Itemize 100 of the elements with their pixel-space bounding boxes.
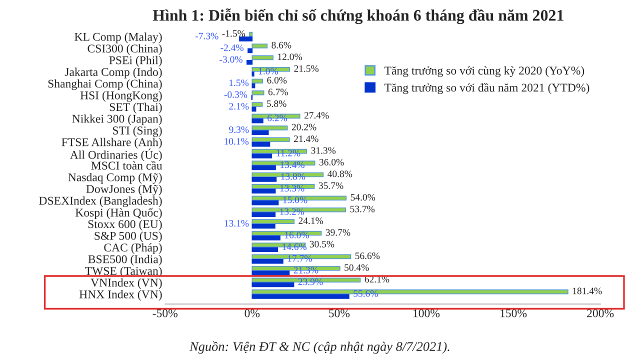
y-tick-label: SET (Thai) xyxy=(110,102,162,114)
data-label: 53.7% xyxy=(350,206,375,212)
data-label: 21.5% xyxy=(294,65,319,72)
data-label: 50.4% xyxy=(344,264,369,271)
y-tick-label: TWSE (Taiwan) xyxy=(85,266,162,278)
data-label: 40.8% xyxy=(328,170,352,178)
data-label: -3.0% xyxy=(220,56,242,63)
bar xyxy=(252,247,278,252)
data-label: 31.3% xyxy=(311,147,336,154)
data-label: 9.3% xyxy=(229,126,249,133)
y-tick-label: S&P 500 (US) xyxy=(94,232,162,242)
y-tick-label: Stoxx 600 (EU) xyxy=(88,220,162,231)
y-tick-label: VNIndex (VN) xyxy=(90,278,162,290)
x-tick-label: 100% xyxy=(414,309,440,318)
y-tick-label: Kospi (Hàn Quốc) xyxy=(75,208,162,219)
data-label: 30.5% xyxy=(310,240,334,248)
bar xyxy=(252,282,294,288)
x-tick-label: 0% xyxy=(244,309,260,318)
bar xyxy=(252,102,263,107)
legend-label: Tăng trưởng so với đầu năm 2021 (YTD%) xyxy=(384,82,590,94)
data-label: 6.2% xyxy=(268,114,288,122)
y-tick-label: DSEXIndex (Bangladesh) xyxy=(39,196,162,208)
data-label: 55.6% xyxy=(354,290,378,297)
y-tick-label: FTSE Allshare (Anh) xyxy=(62,138,162,149)
y-tick-label: DowJones (Mỹ) xyxy=(86,184,162,196)
bar xyxy=(252,224,276,229)
data-label: 181.4% xyxy=(572,288,602,294)
x-tick-label: 150% xyxy=(500,309,527,318)
data-label: -2.4% xyxy=(220,44,244,52)
bar xyxy=(252,83,256,88)
y-tick-label: HNX Index (VN) xyxy=(79,290,162,301)
y-tick-label: All Ordinaries (Úc) xyxy=(70,148,162,162)
y-tick-label: CAC (Pháp) xyxy=(104,243,162,254)
bar xyxy=(252,55,274,60)
data-label: 10.1% xyxy=(224,138,249,145)
data-label: 1.5% xyxy=(230,80,249,86)
data-label: 56.6% xyxy=(355,252,380,260)
data-label: -7.3% xyxy=(196,32,218,40)
y-tick-label: PSEi (Phil) xyxy=(109,56,162,67)
data-label: 36.0% xyxy=(319,158,344,166)
data-label: 8.6% xyxy=(272,42,292,48)
y-tick-label: KL Comp (Malay) xyxy=(74,32,162,44)
data-label: 20.2% xyxy=(292,124,316,130)
bar xyxy=(246,60,253,65)
bar xyxy=(252,219,295,224)
bar xyxy=(249,32,253,37)
bar xyxy=(252,188,276,194)
data-label: 1.0% xyxy=(258,68,278,74)
data-label: 13.2% xyxy=(280,208,304,215)
bar xyxy=(252,212,276,217)
bar xyxy=(252,200,279,206)
data-label: 16.0% xyxy=(285,232,309,238)
bar xyxy=(252,177,277,182)
data-label: 15.0% xyxy=(283,196,308,204)
bar xyxy=(252,142,270,147)
bar xyxy=(248,48,253,54)
legend-label: Tăng trưởng so với cùng kỳ 2020 (YoY%) xyxy=(384,66,584,78)
data-label: 21.3% xyxy=(294,266,318,274)
x-tick-label: -50% xyxy=(152,309,178,318)
data-label: 6.0% xyxy=(267,76,287,84)
data-label: 24.1% xyxy=(298,217,324,224)
data-label: 5.8% xyxy=(266,100,286,107)
data-label: 27.4% xyxy=(304,112,329,119)
y-tick-label: Nikkei 300 (Japan) xyxy=(72,114,162,126)
data-label: 13.3% xyxy=(280,184,304,192)
data-label: 35.7% xyxy=(318,182,344,189)
data-label: 39.7% xyxy=(326,229,350,236)
bar xyxy=(252,258,284,264)
y-tick-label: Jakarta Comp (Indo) xyxy=(64,68,162,78)
bar xyxy=(252,236,280,240)
data-label: 54.0% xyxy=(350,194,376,201)
data-label: 21.4% xyxy=(294,136,318,142)
bar xyxy=(252,270,290,276)
bar xyxy=(239,36,253,42)
data-label: 13.8% xyxy=(281,173,306,180)
bar xyxy=(252,130,269,136)
bar xyxy=(252,44,268,48)
x-tick-label: 50% xyxy=(329,309,350,318)
bar xyxy=(252,78,264,84)
bar xyxy=(252,90,264,96)
data-label: 17.7% xyxy=(288,255,312,262)
y-tick-label: Shanghai Comp (China) xyxy=(48,79,162,90)
y-tick-label: CSI300 (China) xyxy=(88,44,162,55)
data-label: 13.4% xyxy=(280,162,304,168)
data-label: 6.7% xyxy=(268,88,288,96)
data-label: 2.1% xyxy=(229,102,249,110)
x-tick-label: 200% xyxy=(587,309,614,318)
bar xyxy=(252,165,276,170)
y-tick-label: Nasdaq Comp (Mỹ) xyxy=(68,172,162,184)
y-tick-label: STI (Sing) xyxy=(112,126,162,137)
data-label: 23.9% xyxy=(298,278,323,286)
data-label: 14.6% xyxy=(282,243,307,250)
data-label: -0.3% xyxy=(224,91,248,98)
bar xyxy=(252,126,288,130)
y-tick-label: BSE500 (India) xyxy=(88,254,162,266)
bar xyxy=(252,137,290,142)
data-label: 12.0% xyxy=(278,54,302,60)
y-tick-label: HSI (HongKong) xyxy=(80,91,162,102)
bar xyxy=(252,118,264,124)
bar xyxy=(252,154,272,158)
